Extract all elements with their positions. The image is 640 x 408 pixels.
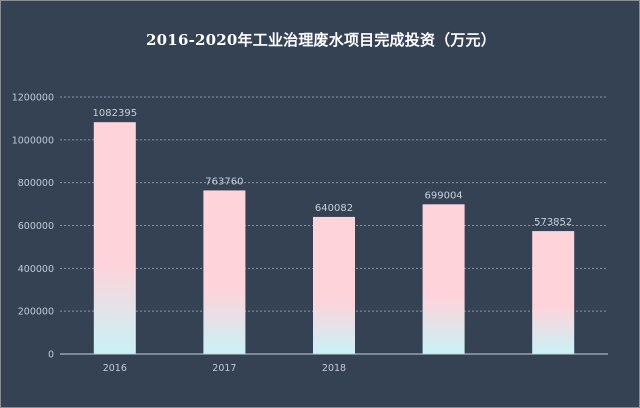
- y-tick-label: 600000: [18, 221, 54, 232]
- data-label-5: 573852: [534, 217, 572, 228]
- y-axis-ticks: 0 200000 400000 600000 800000 1000000 1200000: [12, 93, 54, 361]
- bar-5: [532, 231, 575, 354]
- y-tick-label: 1200000: [12, 93, 54, 104]
- x-tick-label: 2016: [103, 363, 127, 374]
- bar-3: [313, 216, 355, 354]
- bars: [93, 122, 575, 354]
- data-label-3: 640082: [315, 203, 353, 214]
- x-tick-label: 2017: [212, 363, 236, 374]
- data-label-4: 699004: [425, 190, 463, 201]
- y-tick-label: 0: [48, 350, 54, 361]
- bar-1: [93, 122, 136, 354]
- data-label-2: 763760: [205, 176, 243, 187]
- x-axis-ticks: 2016 2017 2018: [103, 363, 346, 374]
- y-tick-label: 200000: [18, 307, 54, 318]
- y-tick-label: 1000000: [12, 135, 54, 146]
- chart-title: 2016-2020年工业治理废水项目完成投资（万元）: [146, 31, 496, 49]
- data-labels: 1082395 763760 640082 699004 573852: [93, 108, 573, 228]
- data-label-1: 1082395: [93, 108, 138, 119]
- y-tick-label: 800000: [18, 178, 54, 189]
- x-tick-label: 2018: [322, 363, 346, 374]
- bar-2: [203, 190, 246, 354]
- y-tick-label: 400000: [18, 264, 54, 275]
- bar-4: [422, 204, 465, 354]
